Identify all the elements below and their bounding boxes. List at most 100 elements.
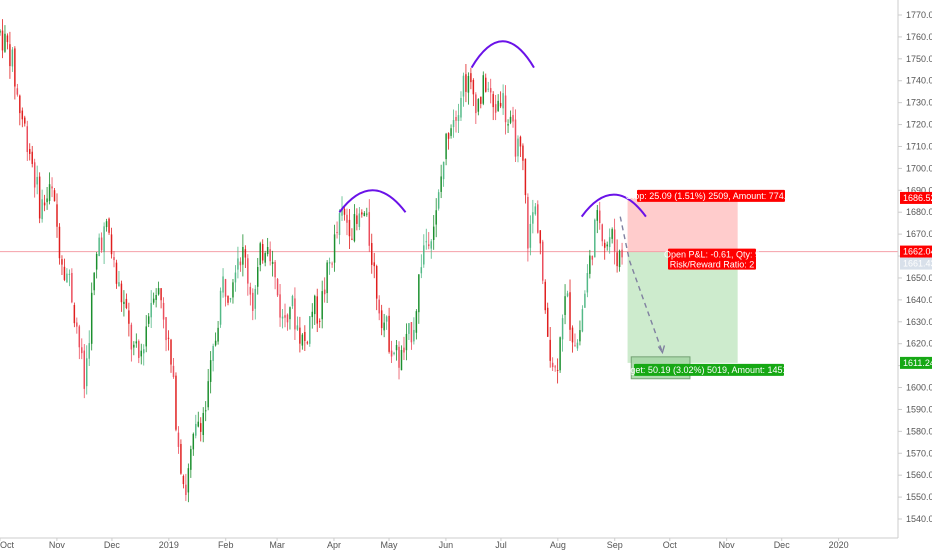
candle-body (504, 95, 507, 123)
stop-price-tag-bg (900, 191, 932, 204)
candle (546, 302, 549, 337)
candle-body (187, 468, 190, 493)
candle (162, 297, 165, 329)
candle-body (100, 237, 103, 251)
candle (294, 287, 296, 341)
candle (455, 110, 457, 133)
candle-body (76, 322, 78, 327)
candle (512, 106, 514, 128)
candle-body (38, 176, 41, 219)
candle-body (266, 246, 269, 255)
candle (71, 268, 73, 304)
candle-body (559, 337, 561, 371)
candle (390, 340, 393, 363)
candle-body (190, 449, 192, 470)
candle (353, 204, 356, 243)
candle (554, 364, 556, 372)
candle-body (257, 266, 259, 287)
candle-body (343, 208, 346, 215)
candle-body (192, 433, 195, 450)
candle (539, 230, 542, 255)
candle-body (390, 350, 393, 357)
candle (269, 241, 271, 266)
candle-body (408, 323, 410, 334)
candle-body (497, 100, 499, 111)
candle (167, 330, 170, 351)
candle-body (465, 74, 467, 92)
candle-body (58, 226, 61, 259)
price-axis: 1540.00 1550.00 1560.00 1570.00 1580.00 1590.… (897, 0, 932, 538)
candle (155, 288, 157, 308)
candle (591, 255, 594, 266)
stop-label-bg (637, 189, 785, 202)
candle (115, 259, 118, 289)
candle-body (83, 350, 86, 389)
candle-body (621, 249, 623, 258)
candle (395, 340, 398, 361)
candle-body (73, 304, 76, 324)
candle-body (123, 301, 125, 304)
candle-body (145, 326, 147, 347)
candle-body (435, 210, 437, 225)
candle (237, 246, 239, 279)
candle (200, 417, 202, 442)
time-tick-label: May (381, 540, 399, 550)
candle (232, 279, 234, 304)
candle (286, 313, 289, 331)
candle (76, 317, 78, 334)
candle (130, 322, 133, 362)
candle-body (234, 272, 237, 283)
candle (88, 330, 90, 366)
candle (103, 222, 105, 265)
candle (125, 293, 128, 310)
candle-body (244, 249, 247, 258)
candle (93, 272, 95, 296)
candle (603, 239, 606, 260)
candle-body (46, 198, 48, 203)
candle-body (512, 115, 514, 122)
candle-body (442, 161, 445, 180)
candle-body (363, 212, 366, 217)
candle-body (410, 322, 413, 343)
candle-body (86, 358, 88, 387)
candle-body (222, 276, 224, 293)
candle (63, 258, 66, 282)
candle-body (180, 443, 182, 474)
candle (43, 194, 46, 212)
candle-body (467, 76, 470, 93)
candle (507, 119, 509, 134)
candle (323, 277, 326, 303)
candle-body (544, 281, 546, 311)
candle-body (252, 292, 254, 311)
candle (524, 158, 527, 204)
candle-body (207, 381, 209, 408)
candle-body (200, 423, 202, 432)
target-price-tag: 1611.24 (900, 356, 932, 369)
candle (242, 234, 244, 277)
candle (326, 260, 328, 303)
candle (118, 270, 120, 287)
candle (222, 268, 224, 298)
candle-body (405, 333, 408, 351)
candle-body (95, 253, 98, 270)
price-tick-label: 1730.00 (906, 98, 932, 108)
candle-body (571, 327, 574, 343)
candle-body (489, 88, 492, 93)
candle (299, 316, 301, 353)
candle-body (551, 362, 554, 368)
candle (343, 205, 346, 221)
price-tick-label: 1550.00 (906, 492, 932, 502)
candle-body (599, 210, 601, 224)
candle-body (517, 138, 519, 157)
candle-body (603, 242, 606, 248)
candle-body (177, 432, 180, 447)
candle-body (487, 88, 489, 90)
candle (378, 295, 380, 321)
candle (98, 233, 100, 257)
candle (68, 269, 71, 287)
candle-body (6, 35, 9, 43)
candle-body (534, 206, 537, 215)
candle (375, 264, 378, 311)
candle (66, 268, 68, 283)
